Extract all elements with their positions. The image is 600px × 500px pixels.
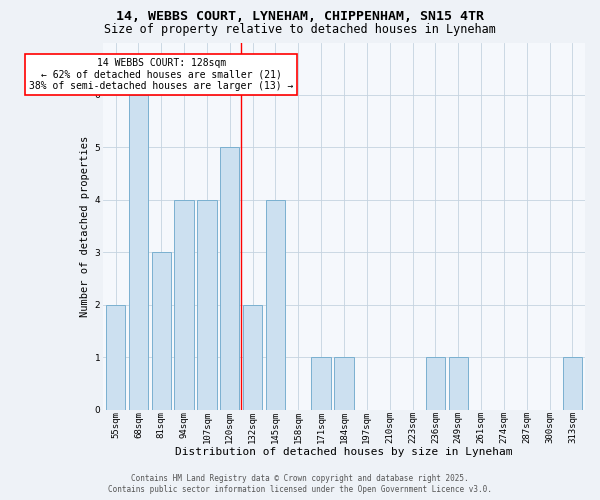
Bar xyxy=(197,200,217,410)
Bar xyxy=(266,200,285,410)
Bar xyxy=(128,95,148,410)
Text: Size of property relative to detached houses in Lyneham: Size of property relative to detached ho… xyxy=(104,22,496,36)
Bar xyxy=(334,357,354,410)
Bar xyxy=(106,305,125,410)
Text: 14, WEBBS COURT, LYNEHAM, CHIPPENHAM, SN15 4TR: 14, WEBBS COURT, LYNEHAM, CHIPPENHAM, SN… xyxy=(116,10,484,23)
Bar xyxy=(425,357,445,410)
Bar xyxy=(449,357,468,410)
Text: Contains HM Land Registry data © Crown copyright and database right 2025.
Contai: Contains HM Land Registry data © Crown c… xyxy=(108,474,492,494)
X-axis label: Distribution of detached houses by size in Lyneham: Distribution of detached houses by size … xyxy=(175,448,513,458)
Bar xyxy=(175,200,194,410)
Bar xyxy=(311,357,331,410)
Bar xyxy=(152,252,171,410)
Y-axis label: Number of detached properties: Number of detached properties xyxy=(80,136,90,316)
Bar xyxy=(563,357,582,410)
Text: 14 WEBBS COURT: 128sqm
← 62% of detached houses are smaller (21)
38% of semi-det: 14 WEBBS COURT: 128sqm ← 62% of detached… xyxy=(29,58,293,92)
Bar xyxy=(220,148,239,410)
Bar xyxy=(243,305,262,410)
